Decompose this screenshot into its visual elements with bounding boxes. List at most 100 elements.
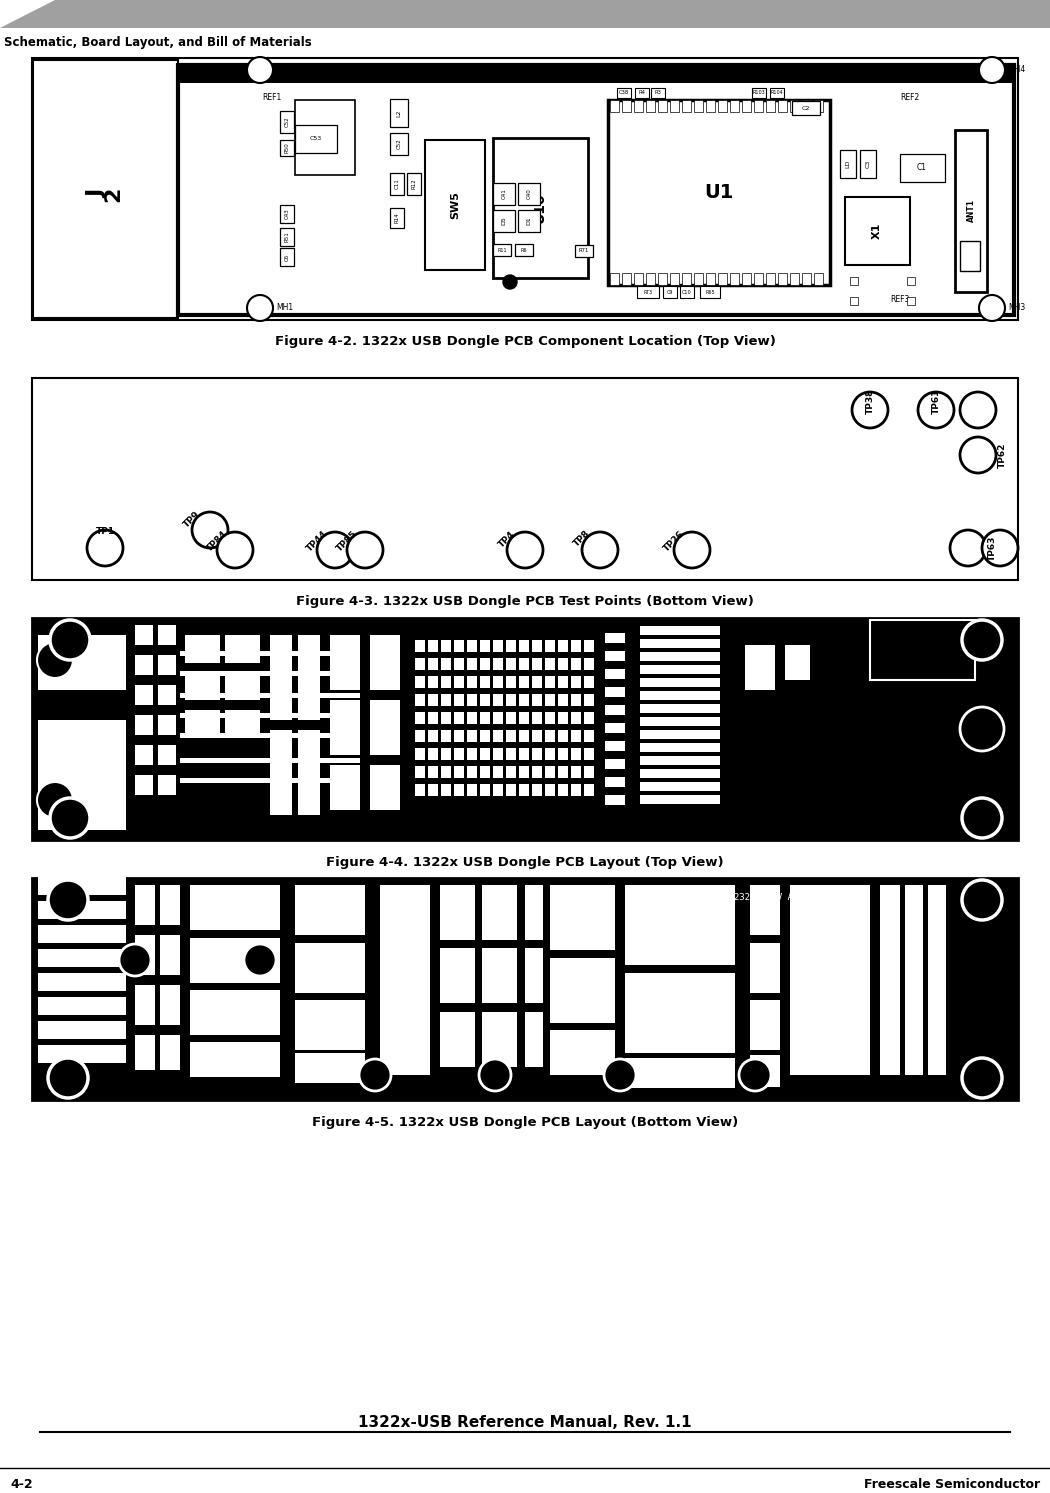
Bar [38,973,126,991]
Text: R12: R12 [412,179,417,190]
Bar [584,640,594,652]
Circle shape [582,532,618,567]
Circle shape [50,620,90,660]
Text: MH3: MH3 [1008,303,1025,312]
Bar [441,694,452,706]
Bar [135,715,153,735]
Bar [532,694,542,706]
Bar [295,885,365,935]
Bar [525,948,543,1003]
Bar [558,784,568,796]
Text: C43: C43 [285,209,290,219]
Bar [558,676,568,688]
Bar [494,211,514,231]
Bar [905,885,923,1075]
Bar [180,778,360,782]
Bar [454,748,464,760]
Bar [180,758,360,763]
Text: RT3: RT3 [644,290,652,294]
Bar [467,784,477,796]
Text: C11: C11 [395,179,399,190]
Text: 2: 2 [104,187,124,202]
Circle shape [852,393,888,428]
Bar [506,712,516,724]
Bar [637,287,659,299]
Text: D1: D1 [526,216,531,225]
Bar [180,693,360,699]
Bar [467,766,477,778]
Bar [545,784,555,796]
Circle shape [960,437,996,473]
Bar [440,948,475,1003]
Bar [605,633,625,643]
Bar [928,885,946,1075]
Bar [38,876,126,894]
Bar [480,766,490,778]
Circle shape [950,530,986,566]
Bar [651,88,665,99]
Bar [558,748,568,760]
Bar [480,676,490,688]
Bar [178,66,1014,315]
Circle shape [604,1059,636,1091]
Text: U1: U1 [705,184,734,202]
Bar [622,273,631,285]
Bar [519,784,529,796]
Bar [441,640,452,652]
Bar [519,676,529,688]
Bar [480,694,490,706]
Circle shape [217,532,253,567]
Bar [494,184,514,205]
Bar [295,125,337,152]
Bar [584,784,594,796]
Circle shape [739,1059,771,1091]
Bar [525,1012,543,1067]
Bar [330,764,360,811]
Bar [640,678,720,687]
Text: R4: R4 [638,91,646,96]
Bar [467,694,477,706]
Bar [415,658,425,670]
Text: 4-2: 4-2 [10,1478,33,1492]
Text: Figure 4-2. 1322x USB Dongle PCB Component Location (Top View): Figure 4-2. 1322x USB Dongle PCB Compone… [274,334,776,348]
Bar [742,100,751,112]
Bar [584,694,594,706]
Bar [850,278,858,285]
Text: L2: L2 [397,109,401,116]
Bar [38,950,126,967]
Circle shape [960,708,1004,751]
Text: R104: R104 [771,91,783,96]
Bar [494,243,511,255]
Bar [428,730,438,742]
Circle shape [960,393,996,428]
Bar [670,100,679,112]
Bar [280,110,294,133]
Text: C1: C1 [917,164,927,173]
Bar [180,651,360,655]
Bar [571,784,581,796]
Bar [730,273,739,285]
Polygon shape [0,0,1050,28]
Bar [158,626,176,645]
Bar [766,273,775,285]
Circle shape [346,532,383,567]
Text: C52: C52 [397,139,401,149]
Bar [225,711,260,738]
Bar [814,100,823,112]
Bar [390,208,404,228]
Bar [640,705,720,714]
Text: Schematic, Board Layout, and Bill of Materials: Schematic, Board Layout, and Bill of Mat… [4,36,312,49]
Bar [185,672,220,700]
Bar [135,775,153,794]
Bar [428,712,438,724]
Text: TP4: TP4 [497,529,517,549]
Text: REF3: REF3 [890,296,909,305]
Bar [480,658,490,670]
Bar [482,948,517,1003]
Bar [415,694,425,706]
Text: R71: R71 [579,248,589,254]
Bar [467,676,477,688]
Bar [407,173,421,196]
Bar [330,635,360,690]
Bar [32,58,1018,320]
